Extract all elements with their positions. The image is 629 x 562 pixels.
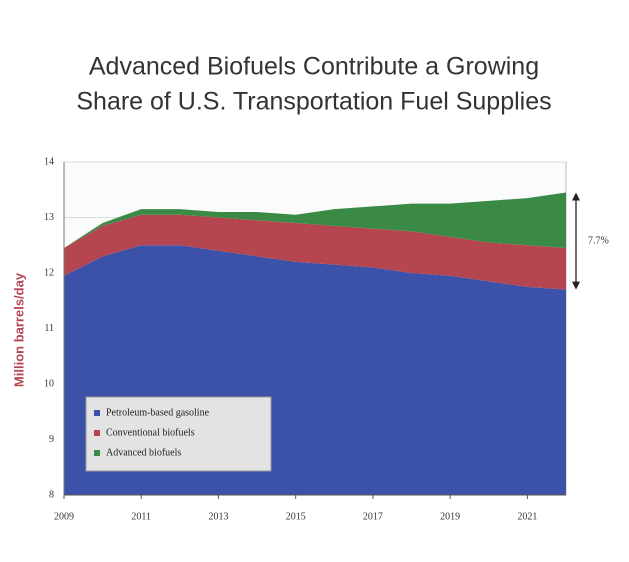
y-tick-label: 8 — [49, 489, 54, 500]
legend-box — [85, 396, 272, 472]
arrow-head — [572, 281, 580, 290]
y-tick-label: 9 — [49, 434, 54, 445]
legend-swatch — [94, 430, 100, 436]
legend-swatch — [94, 450, 100, 456]
y-axis-label: Million barrels/day — [11, 272, 26, 387]
x-tick-label: 2021 — [517, 511, 537, 522]
arrow-head — [572, 192, 580, 201]
y-tick-label: 10 — [44, 378, 54, 389]
x-tick-label: 2009 — [54, 511, 74, 522]
y-tick-label: 13 — [44, 212, 54, 223]
legend-swatch — [94, 410, 100, 416]
x-tick-label: 2013 — [208, 511, 228, 522]
x-tick-label: 2015 — [286, 511, 306, 522]
annotation: 7.7% — [588, 235, 609, 246]
y-tick-label: 12 — [44, 267, 54, 278]
y-tick-label: 11 — [44, 323, 54, 334]
area — [64, 192, 566, 249]
legend-label: Petroleum-based gasoline — [106, 407, 210, 418]
chart-title: Share of U.S. Transportation Fuel Suppli… — [76, 88, 551, 116]
x-tick-label: 2011 — [131, 511, 151, 522]
x-tick-label: 2017 — [363, 511, 383, 522]
y-tick-label: 14 — [44, 156, 54, 167]
legend-label: Advanced biofuels — [106, 447, 181, 458]
chart-title: Advanced Biofuels Contribute a Growing — [89, 53, 539, 81]
legend-label: Conventional biofuels — [106, 427, 195, 438]
x-tick-label: 2019 — [440, 511, 460, 522]
area — [64, 214, 566, 290]
